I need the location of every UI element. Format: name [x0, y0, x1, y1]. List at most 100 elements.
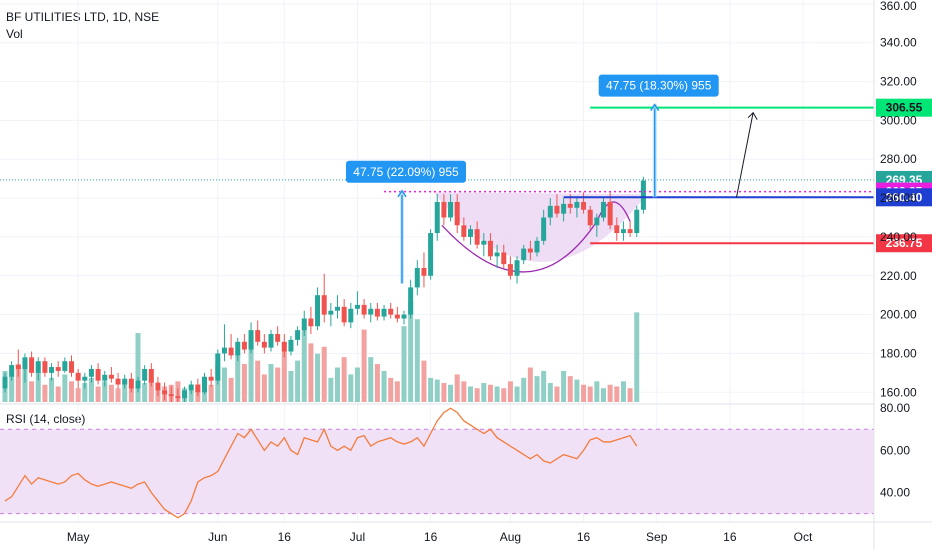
candle-body — [501, 252, 507, 265]
volume-bar — [601, 388, 606, 402]
candle-body — [308, 318, 314, 327]
candle-body — [487, 240, 493, 257]
candle-body — [215, 353, 221, 381]
volume-bar — [22, 367, 28, 402]
projection-arrow-head — [747, 111, 758, 120]
candle-body — [361, 304, 367, 315]
candle-body — [255, 330, 261, 342]
candle-body — [381, 308, 387, 317]
rsi-pane — [0, 407, 874, 519]
candle-body — [594, 217, 600, 226]
time-tick-label: Oct — [794, 530, 813, 544]
volume-bar — [275, 367, 281, 402]
volume-bar — [561, 370, 567, 402]
rsi-tick-label: 60.00 — [880, 443, 910, 457]
volume-bar — [368, 357, 374, 402]
candle-body — [75, 372, 81, 381]
volume-bar — [42, 384, 48, 402]
volume-bar — [494, 386, 500, 402]
candle-body — [507, 264, 513, 276]
candle-body — [448, 201, 454, 218]
volume-bar — [9, 376, 15, 402]
volume-bar — [374, 364, 380, 402]
rsi-tick-label: 80.00 — [880, 401, 910, 415]
time-tick-label: 16 — [723, 530, 737, 544]
candle-body — [49, 367, 55, 373]
volume-bar — [188, 389, 194, 402]
candle-body — [321, 295, 327, 315]
candle-body — [202, 376, 207, 393]
time-tick-label: Sep — [646, 530, 668, 544]
candle-body — [514, 260, 520, 276]
volume-bar — [49, 377, 55, 402]
price-tick-label: 200.00 — [880, 308, 917, 322]
volume-bar — [255, 360, 261, 402]
chart-title: BF UTILITIES LTD, 1D, NSE — [6, 10, 160, 24]
candle-body — [414, 268, 420, 288]
measure-arrow-head — [397, 189, 407, 198]
volume-bar — [228, 377, 234, 402]
candle-body — [315, 295, 321, 327]
cup-curve — [441, 221, 598, 273]
candle-body — [228, 347, 234, 356]
volume-bar — [514, 386, 520, 402]
candle-body — [561, 203, 567, 214]
volume-bar — [321, 346, 327, 402]
volume-bar — [574, 379, 580, 402]
candle-body — [88, 368, 94, 377]
volume-bar — [481, 383, 487, 402]
measure-callout — [346, 160, 466, 183]
candle-body — [288, 339, 294, 352]
candle-body — [195, 384, 201, 393]
time-tick-label: 16 — [278, 530, 292, 544]
volume-bar — [221, 367, 227, 402]
candle-body — [521, 248, 527, 261]
candle-body — [128, 378, 134, 389]
level-tag-label: 306.55 — [886, 101, 923, 115]
volume-bar — [428, 377, 434, 402]
candle-body — [122, 378, 128, 385]
candle-body — [241, 341, 247, 350]
volume-bar — [421, 360, 427, 402]
volume-bars — [2, 302, 640, 402]
volume-bar — [361, 329, 367, 402]
candle-body — [354, 304, 360, 309]
volume-bar — [607, 384, 613, 402]
candle-body — [182, 390, 188, 399]
candle-body — [95, 368, 101, 381]
price-axis[interactable]: 160.00 180.00 200.00 220.00 240.00 260.00 280.… — [873, 0, 917, 550]
candle-body — [454, 201, 460, 226]
rsi-label: RSI (14, close) — [6, 412, 86, 426]
cup-pattern-layer — [433, 192, 647, 273]
volume-bar — [474, 388, 480, 402]
volume-bar — [507, 381, 513, 402]
volume-bar — [29, 381, 35, 402]
volume-bar — [454, 374, 460, 402]
volume-bar — [581, 384, 587, 402]
candle-body — [394, 314, 400, 319]
time-axis[interactable]: May Jun 16 Jul 16 Aug 16 Sep 16 Oct — [0, 521, 932, 544]
measure-arrow-head — [650, 103, 660, 111]
volume-bar — [62, 374, 68, 402]
candle-body — [235, 341, 241, 356]
time-tick-label: 16 — [424, 530, 438, 544]
candle-body — [29, 357, 35, 373]
time-tick-label: Jun — [208, 530, 227, 544]
volume-bar — [634, 312, 640, 402]
volume-bar — [142, 383, 148, 402]
candle-body — [348, 308, 354, 323]
candle-body — [281, 341, 287, 352]
candle-body — [62, 361, 68, 371]
candle-body — [494, 252, 500, 257]
candle-body — [2, 376, 8, 389]
measure-callout-label: 47.75 (18.30%) 955 — [606, 79, 712, 93]
candle-body — [208, 376, 214, 381]
candle-body — [534, 240, 540, 253]
price-tick-label: 360.00 — [880, 0, 917, 13]
candle-body — [42, 361, 48, 373]
candle-body — [22, 357, 28, 369]
volume-bar — [620, 381, 626, 402]
volume-bar — [301, 329, 307, 402]
